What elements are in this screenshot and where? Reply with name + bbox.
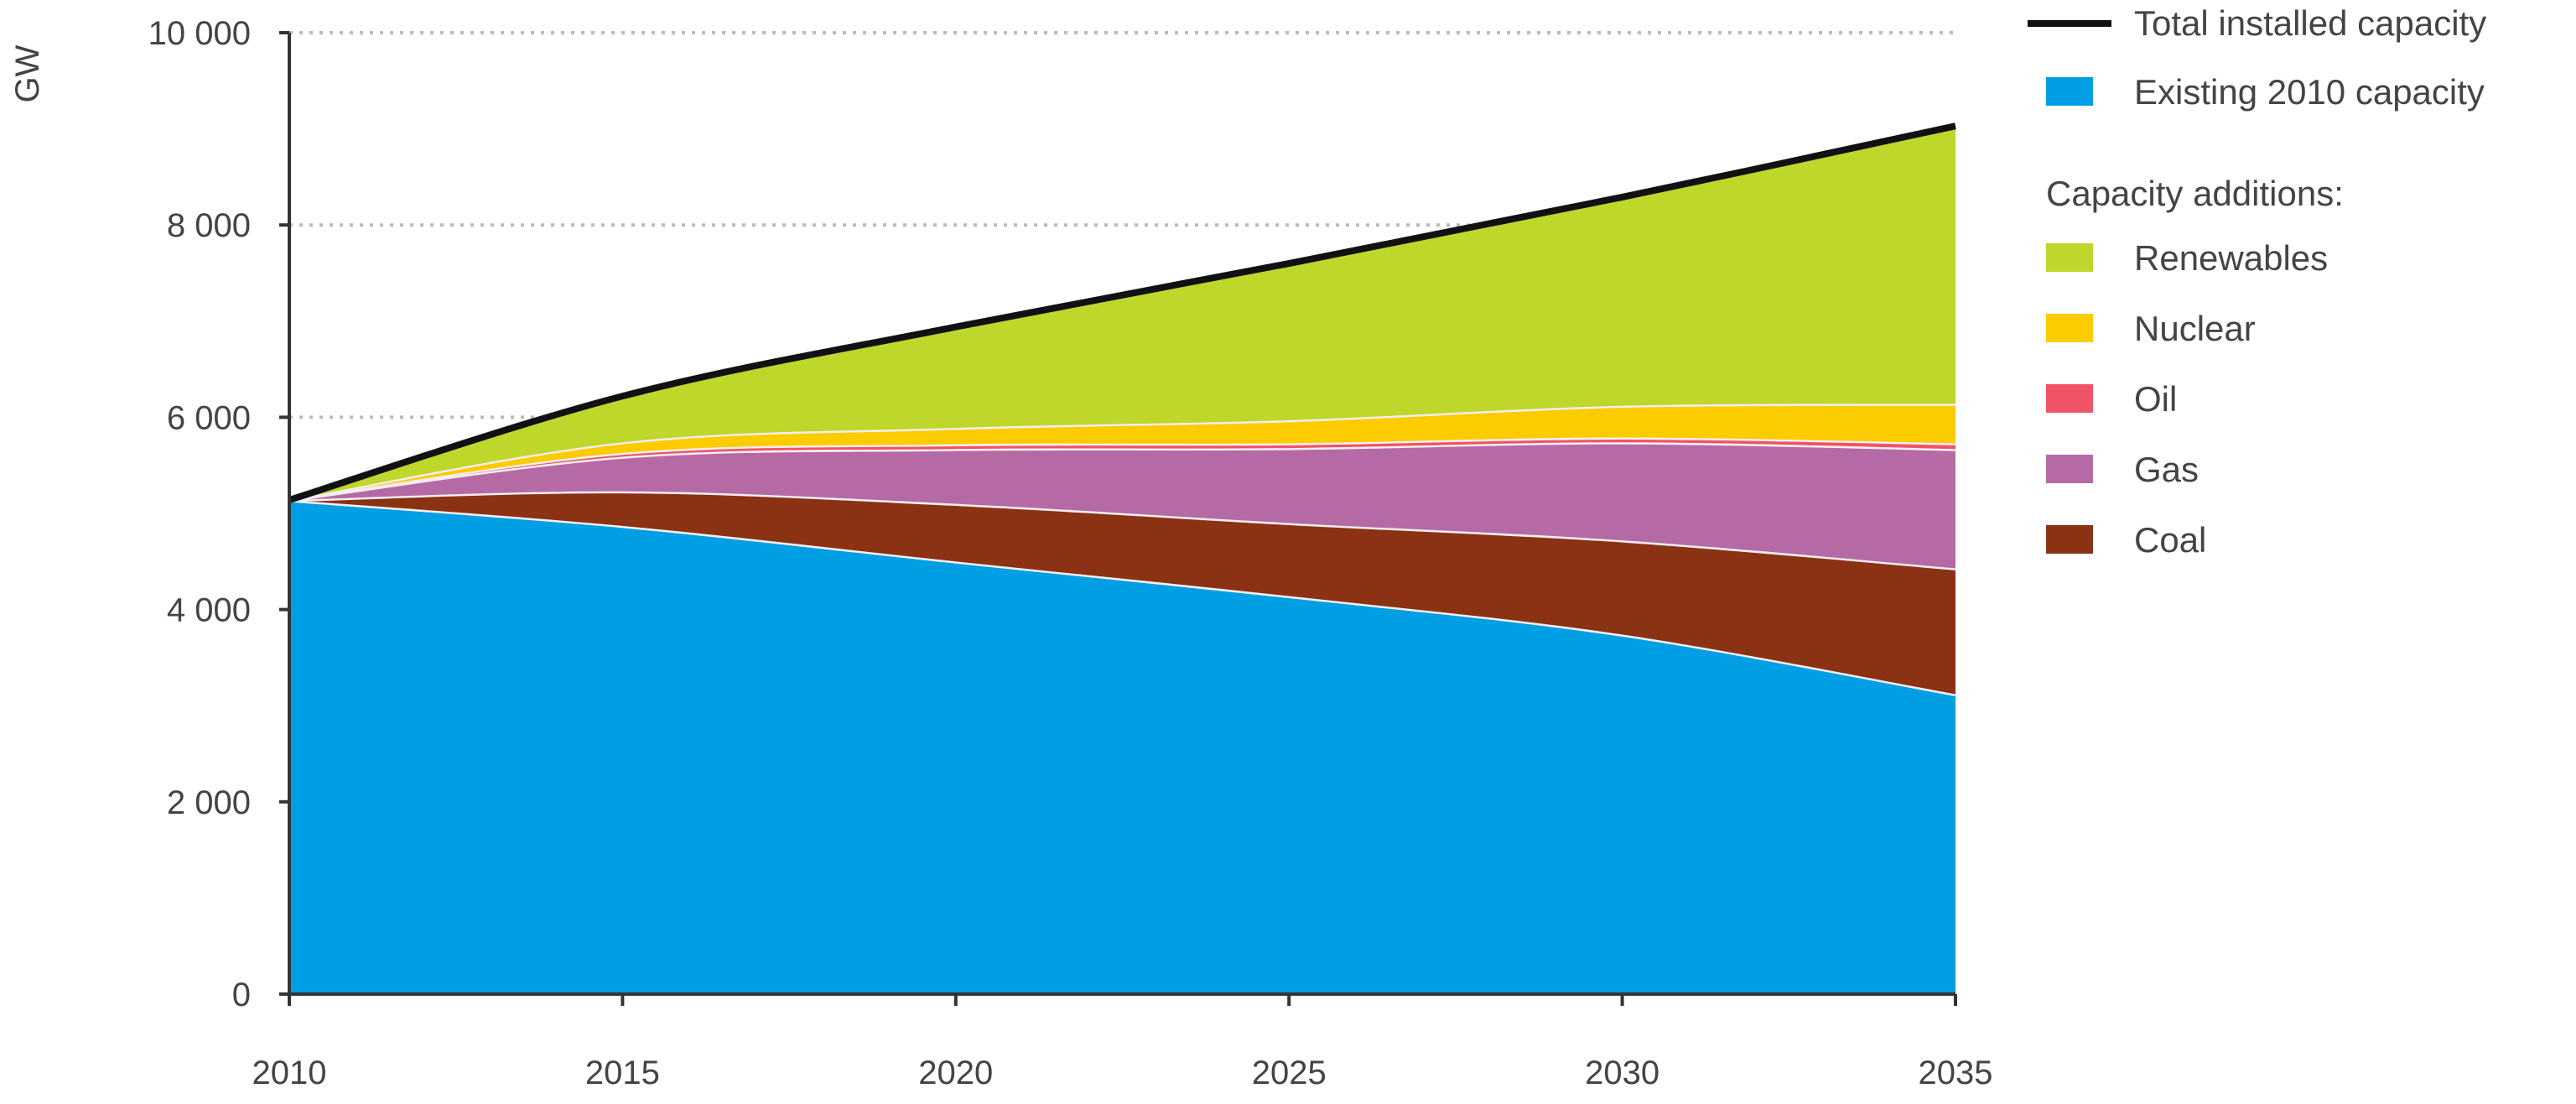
legend-label-nuclear: Nuclear bbox=[2134, 309, 2256, 348]
x-tick-label: 2020 bbox=[918, 1055, 993, 1091]
legend-subheading: Capacity additions: bbox=[2046, 174, 2344, 213]
legend-swatch-gas bbox=[2046, 455, 2093, 483]
legend: Total installed capacity Existing 2010 ca… bbox=[2028, 3, 2486, 560]
legend-label-renewables: Renewables bbox=[2134, 238, 2328, 278]
y-tick-label: 8 000 bbox=[167, 207, 251, 244]
y-tick-label: 0 bbox=[232, 976, 251, 1013]
area-nuclear bbox=[289, 404, 1955, 500]
x-tick-label: 2030 bbox=[1585, 1055, 1659, 1091]
area-gas bbox=[289, 442, 1955, 569]
y-axis-label: GW bbox=[9, 44, 46, 102]
x-tick-label: 2035 bbox=[1919, 1055, 1993, 1091]
legend-swatch-oil bbox=[2046, 384, 2093, 413]
x-tick-label: 2025 bbox=[1252, 1055, 1327, 1091]
legend-swatch-existing bbox=[2046, 77, 2093, 106]
y-tick-label: 10 000 bbox=[148, 15, 251, 52]
axes: 0 2 000 4 000 6 000 8 000 10 000 2010 2015 2020 2… bbox=[148, 15, 1993, 1091]
area-renewables bbox=[289, 126, 1955, 500]
y-tick-label: 4 000 bbox=[167, 592, 251, 629]
legend-label-existing: Existing 2010 capacity bbox=[2134, 72, 2485, 112]
total-capacity-line bbox=[288, 122, 1956, 503]
y-tick-label: 6 000 bbox=[167, 399, 251, 436]
legend-label-coal: Coal bbox=[2134, 520, 2206, 560]
legend-label-gas: Gas bbox=[2134, 450, 2199, 489]
legend-swatch-coal bbox=[2046, 525, 2093, 554]
y-tick-label: 2 000 bbox=[167, 784, 251, 821]
legend-label-total: Total installed capacity bbox=[2134, 3, 2486, 43]
legend-label-oil: Oil bbox=[2134, 379, 2177, 419]
stacked-areas bbox=[288, 122, 1956, 994]
legend-swatch-renewables bbox=[2046, 243, 2093, 272]
area-separator bbox=[288, 435, 1956, 503]
area-separator bbox=[288, 440, 1956, 503]
legend-swatch-nuclear bbox=[2046, 314, 2093, 342]
x-tick-label: 2010 bbox=[252, 1055, 327, 1091]
area-oil bbox=[289, 437, 1955, 500]
area-coal bbox=[289, 491, 1955, 695]
x-tick-label: 2015 bbox=[585, 1055, 660, 1091]
area-separator bbox=[288, 401, 1956, 503]
